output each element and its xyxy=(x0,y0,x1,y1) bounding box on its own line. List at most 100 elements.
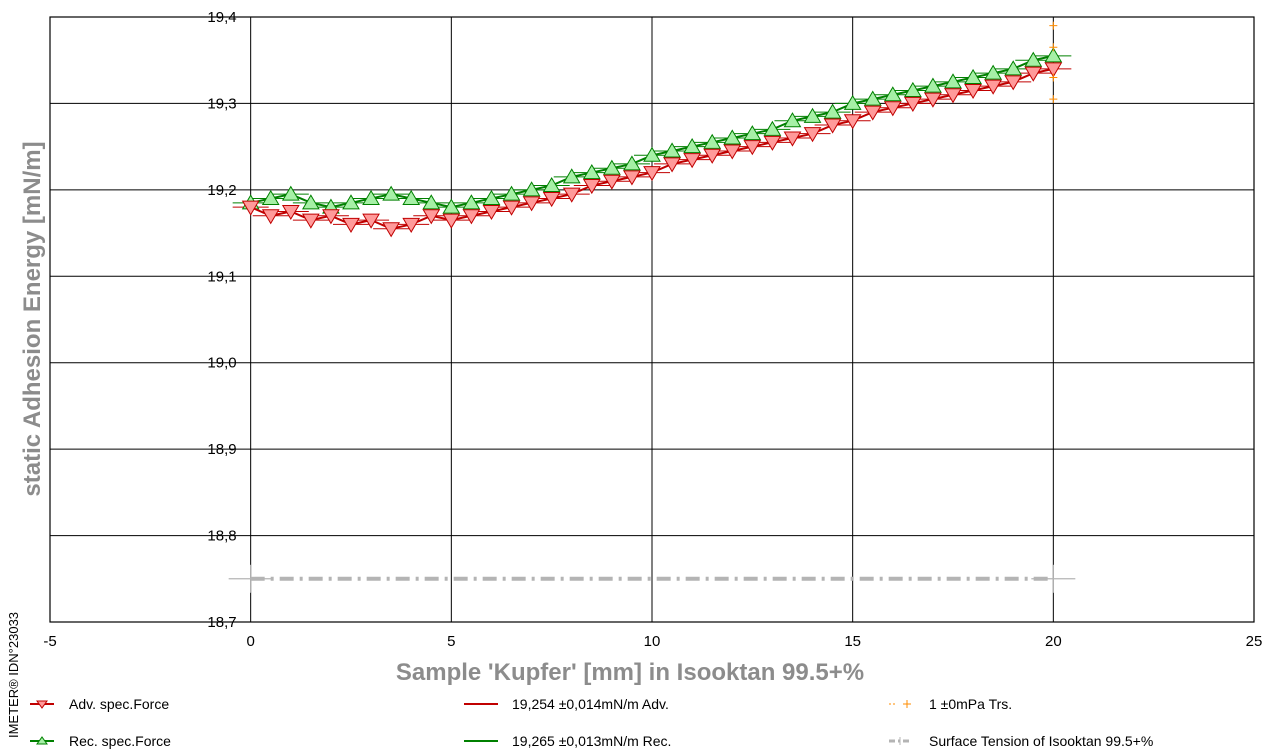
trs-point xyxy=(1049,95,1058,104)
legend-item-fit-rec: 19,265 ±0,013mN/m Rec. xyxy=(464,733,671,749)
side-label: IMETER® IDN°23033 xyxy=(6,612,21,738)
adv-point xyxy=(382,222,401,238)
legend-item-adv: Adv. spec.Force xyxy=(30,696,169,712)
adv-point xyxy=(342,217,360,234)
y-tick-label: 18,7 xyxy=(207,614,236,631)
rec-point xyxy=(843,94,862,110)
rec-point xyxy=(261,189,280,205)
rec-point xyxy=(1044,47,1063,63)
adv-point xyxy=(301,213,320,229)
adv-point xyxy=(1024,66,1043,82)
rec-point xyxy=(362,189,380,205)
rec-point xyxy=(582,163,601,180)
adv-point xyxy=(442,213,461,229)
adv-point xyxy=(422,209,441,225)
adv-point xyxy=(462,209,481,225)
rec-point xyxy=(442,198,461,214)
rec-point xyxy=(402,189,421,205)
rec-point xyxy=(683,138,702,154)
rec-point xyxy=(482,189,501,205)
legend-item-fit-adv: 19,254 ±0,014mN/m Adv. xyxy=(464,696,669,712)
rec-point xyxy=(342,194,360,210)
adv-point xyxy=(1044,62,1063,78)
x-tick-label: -5 xyxy=(43,633,56,650)
adv-point xyxy=(683,153,702,169)
y-tick-label: 18,9 xyxy=(207,441,236,458)
rec-point xyxy=(301,194,320,210)
adv-point xyxy=(281,204,300,221)
adv-point xyxy=(763,135,782,151)
x-tick-label: 15 xyxy=(844,633,861,650)
adv-point xyxy=(964,83,982,100)
surface-tension-point xyxy=(228,564,273,593)
legend-label-fit-adv: 19,254 ±0,014mN/m Adv. xyxy=(512,696,669,712)
adv-point xyxy=(863,105,882,121)
adv-point xyxy=(903,96,922,113)
rec-point xyxy=(542,176,561,193)
legend-item-surface: Surface Tension of Isooktan 99.5+% xyxy=(889,733,1153,749)
trs-series xyxy=(1049,21,1058,104)
adv-point xyxy=(703,148,722,164)
y-axis-title: static Adhesion Energy [mN/m] xyxy=(19,141,46,496)
y-tick-label: 19,4 xyxy=(207,9,236,26)
adv-point xyxy=(663,157,681,173)
adv-point xyxy=(743,140,762,156)
rec-point xyxy=(502,185,521,201)
rec-point xyxy=(1024,51,1043,67)
rec-point xyxy=(984,64,1003,80)
adv-point xyxy=(261,209,280,225)
rec-point xyxy=(1004,60,1023,76)
rec-point xyxy=(562,168,581,184)
rec-point xyxy=(663,142,681,158)
y-tick-label: 18,8 xyxy=(207,528,236,545)
rec-point xyxy=(703,133,722,149)
surface-tension-series xyxy=(228,564,1076,593)
rec-point xyxy=(623,155,641,171)
adv-point xyxy=(542,192,561,208)
adv-point xyxy=(1004,75,1023,91)
rec-point xyxy=(863,90,882,106)
adv-point xyxy=(823,118,842,134)
surface-tension-point xyxy=(1031,564,1076,593)
adv-point xyxy=(643,166,661,182)
adv-point xyxy=(602,174,621,190)
y-tick-label: 19,3 xyxy=(207,95,236,112)
legend-label-surface: Surface Tension of Isooktan 99.5+% xyxy=(929,733,1153,749)
rec-point xyxy=(763,120,782,136)
legend-item-trs: 1 ±0mPa Trs. xyxy=(889,696,1012,712)
adv-point xyxy=(482,204,501,221)
adv-point xyxy=(402,217,421,234)
adv-point xyxy=(582,179,601,195)
adv-point xyxy=(723,144,742,160)
adv-point xyxy=(562,187,581,203)
x-tick-label: 25 xyxy=(1246,633,1263,650)
rec-point xyxy=(903,81,922,97)
x-tick-label: 10 xyxy=(644,633,661,650)
adv-point xyxy=(623,170,641,186)
rec-point xyxy=(924,77,942,93)
adv-point xyxy=(362,213,380,229)
legend-label-adv: Adv. spec.Force xyxy=(69,696,169,712)
rec-point xyxy=(783,112,802,128)
rec-point xyxy=(382,185,401,201)
rec-point xyxy=(803,107,822,123)
legend-label-fit-rec: 19,265 ±0,013mN/m Rec. xyxy=(512,733,671,749)
adv-point xyxy=(241,200,260,216)
y-tick-label: 19,0 xyxy=(207,355,236,372)
rec-point xyxy=(964,68,982,84)
y-tick-label: 19,1 xyxy=(207,268,236,285)
rec-point xyxy=(723,129,742,145)
adv-point xyxy=(883,101,902,117)
x-tick-label: 0 xyxy=(246,633,254,650)
rec-point xyxy=(602,159,621,175)
adv-point xyxy=(924,92,942,108)
x-tick-label: 5 xyxy=(447,633,455,650)
trs-point xyxy=(1049,21,1058,30)
rec-point xyxy=(522,181,541,197)
rec-point xyxy=(643,146,661,162)
adv-point xyxy=(783,131,802,147)
rec-point xyxy=(462,194,481,210)
adv-point xyxy=(944,88,962,104)
adv-point xyxy=(984,79,1003,95)
